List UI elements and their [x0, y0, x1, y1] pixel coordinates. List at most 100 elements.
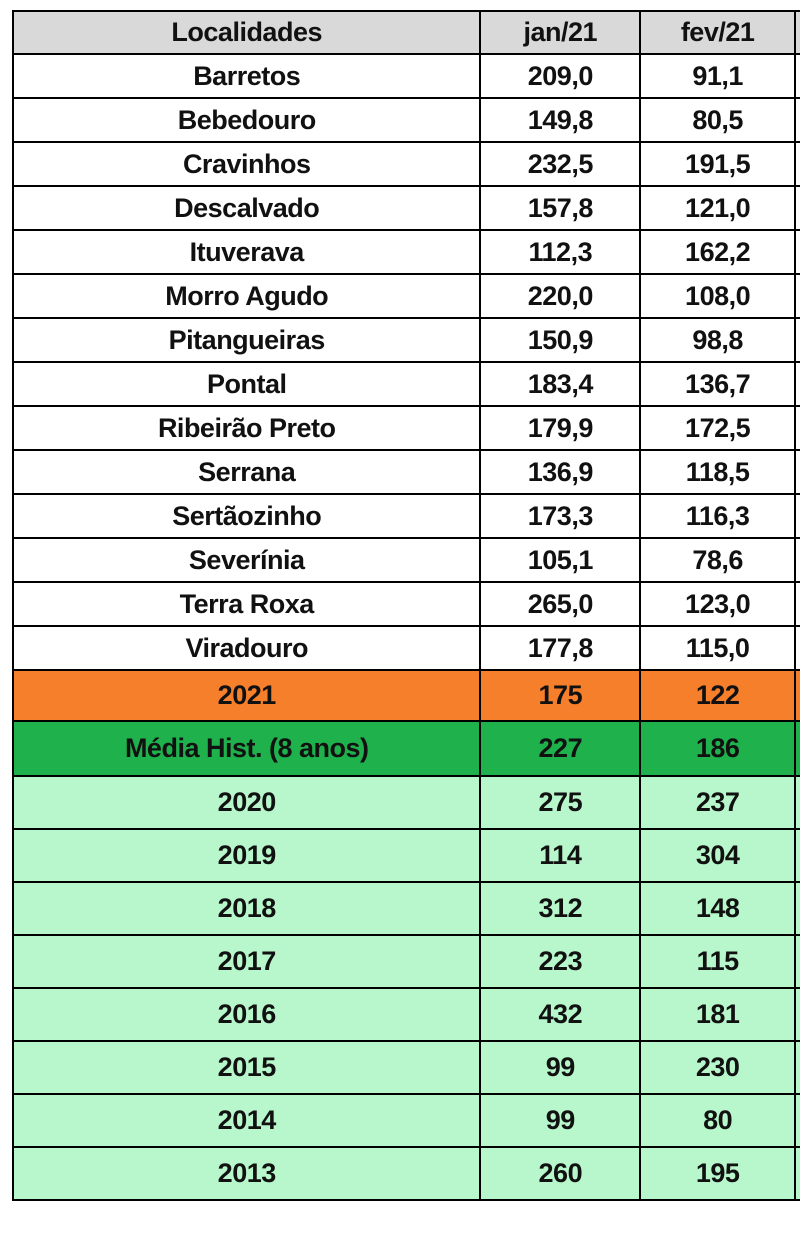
cell-value: 179,9	[479, 405, 642, 451]
cut-column	[793, 97, 800, 143]
cell-value: 150,9	[479, 317, 642, 363]
cut-column	[793, 537, 800, 583]
cut-column	[793, 317, 800, 363]
row-label: 2016	[11, 987, 482, 1042]
cell-value: 78,6	[639, 537, 796, 583]
cur-row: 2021 175 122	[11, 669, 800, 722]
cell-value: 304	[639, 828, 796, 883]
row-label: Sertãozinho	[11, 493, 482, 539]
row-label: Terra Roxa	[11, 581, 482, 627]
cut-column	[793, 987, 800, 1042]
row-label: 2021	[11, 669, 482, 722]
row-label: Cravinhos	[11, 141, 482, 187]
cut-column	[793, 273, 800, 319]
cut-column	[793, 1146, 800, 1201]
row-label: 2019	[11, 828, 482, 883]
cut-column	[793, 581, 800, 627]
cell-value: 275	[479, 775, 642, 830]
cell-value: 227	[479, 720, 642, 777]
cell-value: 195	[639, 1146, 796, 1201]
cell-value: 149,8	[479, 97, 642, 143]
cell-value: 105,1	[479, 537, 642, 583]
cell-value: 173,3	[479, 493, 642, 539]
cell-value: 209,0	[479, 53, 642, 99]
cell-value: 260	[479, 1146, 642, 1201]
head-row: Localidades jan/21 fev/21	[11, 10, 800, 55]
cut-column	[793, 720, 800, 777]
row-label: 2013	[11, 1146, 482, 1201]
row-label: 2015	[11, 1040, 482, 1095]
hist-row: 2016 432 181	[11, 987, 800, 1042]
cut-column	[793, 625, 800, 671]
loc-row: Ituverava 112,3 162,2	[11, 229, 800, 275]
cut-column	[793, 229, 800, 275]
cell-value: 98,8	[639, 317, 796, 363]
cut-column	[793, 1040, 800, 1095]
cut-column	[793, 828, 800, 883]
loc-row: Barretos 209,0 91,1	[11, 53, 800, 99]
cut-column	[793, 881, 800, 936]
cut-column	[793, 141, 800, 187]
cell-value: 80	[639, 1093, 796, 1148]
cell-value: 191,5	[639, 141, 796, 187]
row-label: Pitangueiras	[11, 317, 482, 363]
cell-value: 136,9	[479, 449, 642, 495]
cell-value: 115	[639, 934, 796, 989]
cell-value: 312	[479, 881, 642, 936]
loc-row: Terra Roxa 265,0 123,0	[11, 581, 800, 627]
cut-column	[793, 1093, 800, 1148]
avg-row: Média Hist. (8 anos) 227 186	[11, 720, 800, 777]
loc-row: Morro Agudo 220,0 108,0	[11, 273, 800, 319]
cell-value: 230	[639, 1040, 796, 1095]
cell-value: 114	[479, 828, 642, 883]
cell-value: 265,0	[479, 581, 642, 627]
hist-row: 2020 275 237	[11, 775, 800, 830]
cell-value: 183,4	[479, 361, 642, 407]
row-label: Barretos	[11, 53, 482, 99]
loc-row: Ribeirão Preto 179,9 172,5	[11, 405, 800, 451]
loc-row: Descalvado 157,8 121,0	[11, 185, 800, 231]
row-label: 2020	[11, 775, 482, 830]
cell-value: 136,7	[639, 361, 796, 407]
row-label: Severínia	[11, 537, 482, 583]
cell-value: 232,5	[479, 141, 642, 187]
row-label: 2017	[11, 934, 482, 989]
cut-column	[793, 669, 800, 722]
loc-row: Pitangueiras 150,9 98,8	[11, 317, 800, 363]
row-label: Descalvado	[11, 185, 482, 231]
cell-value: 99	[479, 1040, 642, 1095]
loc-row: Severínia 105,1 78,6	[11, 537, 800, 583]
cut-column	[793, 53, 800, 99]
cell-value: 118,5	[639, 449, 796, 495]
cell-value: 99	[479, 1093, 642, 1148]
cell-value: 432	[479, 987, 642, 1042]
row-label: Ribeirão Preto	[11, 405, 482, 451]
cell-value: 172,5	[639, 405, 796, 451]
loc-row: Sertãozinho 173,3 116,3	[11, 493, 800, 539]
cell-value: 91,1	[639, 53, 796, 99]
cell-value: 223	[479, 934, 642, 989]
row-label: Localidades	[11, 10, 482, 55]
cut-column	[793, 361, 800, 407]
row-label: Morro Agudo	[11, 273, 482, 319]
loc-row: Pontal 183,4 136,7	[11, 361, 800, 407]
loc-row: Serrana 136,9 118,5	[11, 449, 800, 495]
hist-row: 2015 99 230	[11, 1040, 800, 1095]
row-label: Serrana	[11, 449, 482, 495]
cell-value: 177,8	[479, 625, 642, 671]
cell-value: 123,0	[639, 581, 796, 627]
loc-row: Bebedouro 149,8 80,5	[11, 97, 800, 143]
cell-value: 108,0	[639, 273, 796, 319]
cell-value: 115,0	[639, 625, 796, 671]
hist-row: 2019 114 304	[11, 828, 800, 883]
cell-value: 116,3	[639, 493, 796, 539]
cut-column	[793, 10, 800, 55]
cell-value: 162,2	[639, 229, 796, 275]
row-label: Bebedouro	[11, 97, 482, 143]
cell-value: 186	[639, 720, 796, 777]
row-label: 2014	[11, 1093, 482, 1148]
cut-column	[793, 405, 800, 451]
row-label: Ituverava	[11, 229, 482, 275]
cut-column	[793, 934, 800, 989]
